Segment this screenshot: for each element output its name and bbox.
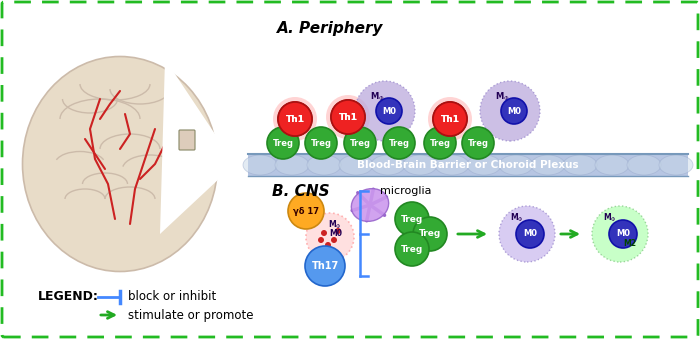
Ellipse shape [351,188,388,221]
Text: M$_\Phi$: M$_\Phi$ [328,219,342,231]
Circle shape [278,102,312,136]
Circle shape [331,100,365,134]
Circle shape [335,228,341,234]
Text: M0: M0 [616,230,630,239]
Text: M0: M0 [330,228,342,238]
Circle shape [344,127,376,159]
Text: Treg: Treg [430,139,451,147]
Text: M$_\Phi$: M$_\Phi$ [370,91,384,103]
Ellipse shape [371,155,405,175]
Text: γδ 17: γδ 17 [293,206,319,216]
Text: M$_\Phi$: M$_\Phi$ [603,212,617,224]
Ellipse shape [275,155,309,175]
Circle shape [355,81,415,141]
Circle shape [321,230,327,236]
Circle shape [288,193,324,229]
Circle shape [609,220,637,248]
Circle shape [273,97,317,141]
Ellipse shape [659,155,693,175]
Circle shape [331,237,337,243]
Circle shape [433,102,467,136]
Circle shape [318,237,324,243]
Circle shape [480,81,540,141]
Text: M0: M0 [382,106,396,116]
Ellipse shape [339,155,373,175]
Circle shape [278,102,312,136]
Text: A. Periphery: A. Periphery [276,21,384,37]
Text: Blood-Brain Barrier or Choroid Plexus: Blood-Brain Barrier or Choroid Plexus [357,160,579,170]
Text: Treg: Treg [401,215,423,223]
Ellipse shape [403,155,437,175]
Text: Th1: Th1 [339,113,358,121]
Polygon shape [160,59,235,234]
Ellipse shape [499,155,533,175]
Text: Treg: Treg [272,139,293,147]
Text: Th1: Th1 [286,115,304,123]
Text: M0: M0 [523,230,537,239]
Text: Treg: Treg [401,244,423,254]
Text: Treg: Treg [419,230,441,239]
Text: stimulate or promote: stimulate or promote [128,308,253,321]
Text: Treg: Treg [389,139,410,147]
Circle shape [462,127,494,159]
Text: Treg: Treg [468,139,489,147]
Text: LEGEND:: LEGEND: [38,291,99,303]
Text: microglia: microglia [380,186,431,196]
Text: Th1: Th1 [440,115,459,123]
Ellipse shape [307,155,341,175]
Text: block or inhibit: block or inhibit [128,291,216,303]
Circle shape [499,206,555,262]
Ellipse shape [627,155,661,175]
Text: Th1: Th1 [440,115,459,123]
Ellipse shape [595,155,629,175]
Text: M2: M2 [624,239,636,248]
Circle shape [383,127,415,159]
Circle shape [413,217,447,251]
Text: Th1: Th1 [339,113,358,121]
Circle shape [395,202,429,236]
Circle shape [331,100,365,134]
FancyBboxPatch shape [179,130,195,150]
Text: M$_\Phi$: M$_\Phi$ [510,212,524,224]
Ellipse shape [531,155,565,175]
Text: Treg: Treg [311,139,332,147]
Ellipse shape [435,155,469,175]
Text: B. CNS: B. CNS [272,183,330,199]
Circle shape [326,95,370,139]
Circle shape [433,102,467,136]
Circle shape [267,127,299,159]
Circle shape [305,127,337,159]
Text: Th1: Th1 [286,115,304,123]
Circle shape [501,98,527,124]
Circle shape [428,97,472,141]
Circle shape [424,127,456,159]
Text: M0: M0 [507,106,521,116]
Text: Treg: Treg [349,139,370,147]
Circle shape [305,246,345,286]
Ellipse shape [467,155,501,175]
Circle shape [592,206,648,262]
Circle shape [306,213,354,261]
Ellipse shape [563,155,597,175]
Circle shape [325,242,331,248]
Text: Th17: Th17 [312,261,339,271]
Circle shape [395,232,429,266]
Circle shape [516,220,544,248]
Bar [248,154,688,176]
Text: M$_\Phi$: M$_\Phi$ [495,91,510,103]
Circle shape [376,98,402,124]
Ellipse shape [243,155,277,175]
Ellipse shape [22,57,218,272]
